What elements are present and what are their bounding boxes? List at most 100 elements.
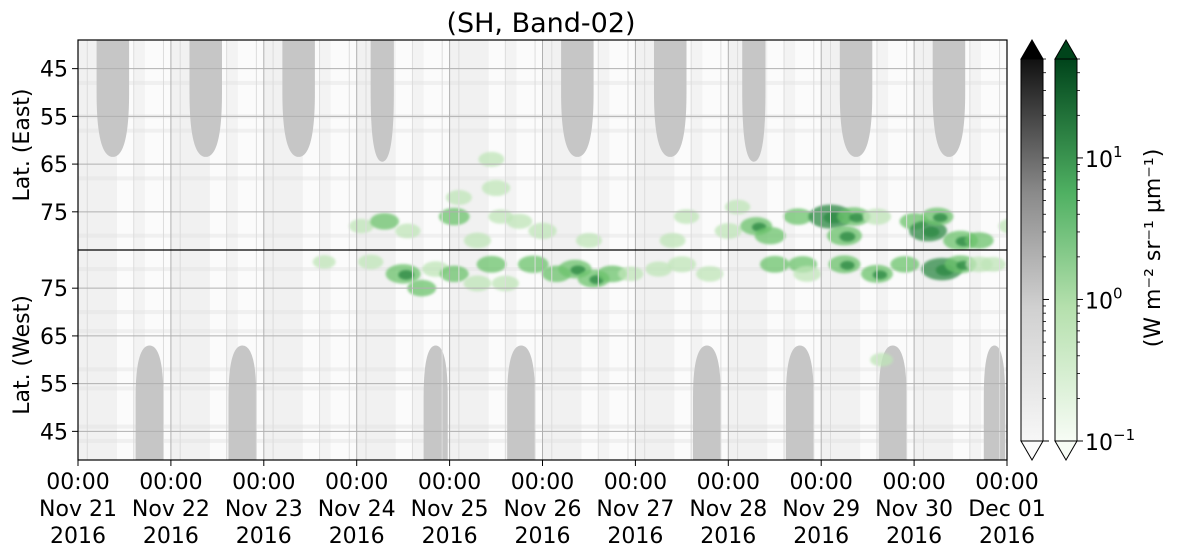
background-band [319, 250, 331, 460]
coverage-gap-west [692, 345, 721, 460]
background-band [691, 40, 703, 250]
aurora-cluster [506, 213, 533, 229]
aurora-cluster [998, 218, 1007, 234]
xtick-label: 00:00 Nov 25 2016 [411, 470, 489, 549]
xtick-line: 00:00 [882, 470, 945, 495]
background-band [319, 40, 331, 250]
plot-area [77, 39, 1008, 461]
aurora-cluster [478, 151, 505, 167]
aurora-cluster [517, 255, 549, 274]
aurora-cluster [439, 265, 469, 283]
aurora-cluster [438, 207, 470, 226]
aurora-core [933, 213, 948, 223]
xtick-line: 2016 [886, 524, 942, 549]
aurora-core [840, 260, 855, 270]
colorbar-tick-base: 10 [1085, 148, 1113, 173]
aurora-cluster [870, 353, 894, 367]
background-band [821, 250, 861, 460]
xtick-line: Nov 23 [225, 497, 303, 522]
background-band [784, 250, 796, 460]
xtick-label: 00:00 Nov 27 2016 [596, 470, 674, 549]
coverage-gap-west [135, 345, 164, 460]
background-band [876, 40, 889, 250]
aurora-core [570, 265, 586, 275]
aurora-cluster [395, 223, 421, 239]
xtick-line: 00:00 [604, 470, 667, 495]
xtick-line: 2016 [515, 524, 571, 549]
coverage-gap-east [96, 40, 130, 157]
xtick-line: 00:00 [325, 470, 388, 495]
yticks-west: 75 65 55 45 [40, 277, 78, 445]
aurora-core [922, 226, 940, 238]
background-band [505, 250, 517, 460]
colorbar-greys-body [1020, 58, 1044, 442]
colorbar-label: (W m⁻² sr⁻¹ μm⁻¹) [1141, 149, 1166, 348]
background-band [133, 250, 145, 460]
coverage-gap-east [653, 40, 687, 157]
aurora-cluster [481, 179, 511, 197]
xtick-line: Nov 24 [318, 497, 396, 522]
background-band [133, 40, 145, 250]
aurora-cluster [463, 275, 492, 292]
aurora-cluster [476, 255, 507, 273]
xtick-label: 00:00 Nov 22 2016 [132, 470, 210, 549]
colorbar-greens-extend-bottom [1054, 440, 1078, 461]
colorbar-greys [1020, 39, 1044, 461]
colorbar-greys-extend-bottom [1020, 440, 1044, 461]
aurora-core [839, 231, 856, 242]
coverage-gap-west [785, 345, 814, 460]
aurora-cluster [575, 232, 602, 248]
xtick-line: Nov 25 [411, 497, 489, 522]
xtick-label: 00:00 Dec 01 2016 [968, 470, 1046, 549]
aurora-cluster [618, 266, 644, 282]
colorbar-tick-base: 10 [1085, 289, 1113, 314]
xtick-line: 2016 [143, 524, 199, 549]
xtick-label: 00:00 Nov 23 2016 [225, 470, 303, 549]
aurora-core [872, 270, 888, 280]
coverage-gap-west [983, 345, 1006, 460]
xtick-label: 00:00 Nov 30 2016 [875, 470, 953, 549]
xtick-label: 00:00 Nov 29 2016 [782, 470, 860, 549]
background-band [505, 40, 517, 250]
background-band [691, 250, 703, 460]
background-band [635, 250, 675, 460]
ytick-label: 45 [40, 420, 68, 445]
xtick-line: 00:00 [139, 470, 202, 495]
aurora-cluster [696, 266, 724, 282]
colorbar-tick-base: 10 [1085, 431, 1113, 456]
coverage-gap-west [228, 345, 257, 460]
aurora-core [849, 212, 865, 223]
xtick-line: 00:00 [46, 470, 109, 495]
coverage-gap-west [507, 345, 536, 460]
background-band [969, 40, 981, 250]
background-band [170, 250, 210, 460]
background-band [263, 250, 303, 460]
background-band [78, 250, 118, 460]
ytick-label: 55 [40, 105, 68, 130]
aurora-cluster [357, 254, 384, 270]
aurora-cluster [793, 265, 822, 282]
ytick-label: 45 [40, 58, 68, 83]
xtick-line: Nov 29 [782, 497, 860, 522]
xtick-line: 2016 [329, 524, 385, 549]
xtick-line: 00:00 [697, 470, 760, 495]
aurora-cluster [667, 256, 697, 273]
xtick-line: 00:00 [418, 470, 481, 495]
xtick-label: 00:00 Nov 28 2016 [689, 470, 767, 549]
background-band [728, 250, 768, 460]
xtick-label: 00:00 Nov 24 2016 [318, 470, 396, 549]
xtick-line: Nov 22 [132, 497, 210, 522]
coverage-gap-east [189, 40, 222, 157]
xtick-line: Nov 30 [875, 497, 953, 522]
coverage-gap-east [932, 40, 966, 157]
ytick-label: 65 [40, 325, 68, 350]
xtick-line: Nov 28 [689, 497, 767, 522]
aurora-cluster [754, 226, 786, 245]
coverage-gap-east [370, 40, 394, 162]
background-band [356, 250, 396, 460]
xtick-line: 2016 [50, 524, 106, 549]
colorbar-greens [1054, 39, 1078, 461]
aurora-cluster [463, 232, 492, 249]
background-band [598, 250, 610, 460]
